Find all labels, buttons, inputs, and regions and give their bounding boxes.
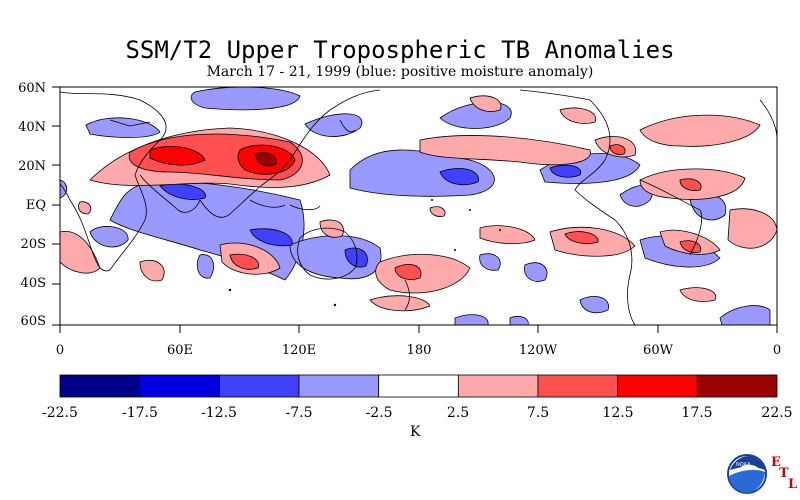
noaa-logo-text: NOAA <box>736 462 751 468</box>
lat-label-20n: 20N <box>18 159 46 174</box>
lat-label-40s: 40S <box>20 276 46 291</box>
blue-anomaly-region <box>719 305 771 325</box>
colorbar-tick: -7.5 <box>285 405 313 421</box>
lat-label-60n: 60N <box>18 81 46 96</box>
etl-letter-e: E <box>771 455 781 470</box>
island-marks <box>228 199 501 307</box>
blue-anomaly-region-strong <box>249 228 293 247</box>
etl-letter-t: T <box>779 466 789 481</box>
colorbar-swatch <box>298 374 380 398</box>
blue-anomaly-region <box>619 184 653 207</box>
blue-anomaly-region-strong <box>549 164 582 178</box>
red-anomaly-region <box>559 107 597 124</box>
etl-letter-l: L <box>788 477 798 492</box>
colorbar-swatch <box>218 374 300 398</box>
blue-anomaly-region <box>190 87 301 111</box>
colorbar-tick: 17.5 <box>681 405 713 421</box>
blue-anomaly-region <box>479 253 501 271</box>
red-anomaly-region <box>78 201 92 215</box>
lon-label-0-end: 0 <box>772 343 782 358</box>
lon-label-60w: 60W <box>643 343 673 358</box>
lon-label-120e: 120E <box>281 343 317 358</box>
colorbar-swatch <box>696 374 778 398</box>
colorbar-tick: 12.5 <box>602 405 634 421</box>
colorbar-swatch <box>378 374 459 398</box>
red-anomaly-region <box>469 95 502 112</box>
blue-anomaly-region <box>85 117 161 138</box>
red-anomaly-region-strong <box>229 253 259 270</box>
blue-anomaly-region <box>89 226 129 248</box>
colorbar-swatch <box>59 374 141 398</box>
lat-label-eq: EQ <box>25 198 46 213</box>
red-anomaly-core-peak <box>254 152 277 167</box>
noaa-logo <box>727 454 767 494</box>
red-anomaly-region <box>369 295 431 312</box>
blue-anomaly-region <box>509 316 529 325</box>
map-title: SSM/T2 Upper Tropospheric TB Anomalies <box>125 36 675 64</box>
red-anomaly-core <box>149 145 206 166</box>
colorbar-tick: 7.5 <box>526 405 550 421</box>
blue-anomaly-region <box>579 296 609 314</box>
lat-label-20s: 20S <box>20 237 46 252</box>
lat-label-40n: 40N <box>18 120 46 135</box>
colorbar-tick: 2.5 <box>446 405 470 421</box>
lon-label-120w: 120W <box>518 343 558 358</box>
colorbar-swatch <box>457 374 539 398</box>
colorbar-unit: K <box>410 424 421 440</box>
blue-anomaly-region <box>524 262 548 282</box>
colorbar-tick: 22.5 <box>761 405 793 421</box>
colorbar-swatch <box>617 374 698 398</box>
red-anomaly-region <box>479 225 536 244</box>
lat-label-60s: 60S <box>20 314 46 329</box>
red-anomaly-region <box>639 114 761 147</box>
blue-anomaly-region <box>454 314 489 325</box>
colorbar-tick: -12.5 <box>201 405 237 421</box>
blue-anomaly-region <box>196 254 214 279</box>
colorbar-swatch <box>139 374 220 398</box>
coastlines <box>60 89 777 325</box>
red-anomaly-region-strong <box>564 231 599 244</box>
red-anomaly-region-strong <box>679 178 702 191</box>
red-anomaly-region <box>139 259 165 282</box>
red-anomaly-region <box>375 253 471 294</box>
blue-anomaly-region-strong <box>439 168 479 186</box>
lon-label-0: 0 <box>55 343 65 358</box>
red-anomaly-region <box>679 287 717 302</box>
map-subtitle: March 17 - 21, 1999 (blue: positive mois… <box>206 64 594 80</box>
red-anomaly-region-strong <box>394 264 422 280</box>
colorbar <box>59 374 778 398</box>
axis-ticks <box>52 86 778 333</box>
red-anomaly-region <box>419 135 591 166</box>
red-anomaly-region-strong <box>609 144 626 155</box>
lon-label-60e: 60E <box>166 343 194 358</box>
colorbar-tick: -22.5 <box>42 405 78 421</box>
lon-label-180: 180 <box>406 343 432 358</box>
colorbar-swatch <box>537 374 619 398</box>
colorbar-tick: -17.5 <box>122 405 158 421</box>
colorbar-tick: -2.5 <box>365 405 393 421</box>
red-anomaly-region <box>429 206 446 217</box>
anomaly-fields <box>60 87 777 325</box>
